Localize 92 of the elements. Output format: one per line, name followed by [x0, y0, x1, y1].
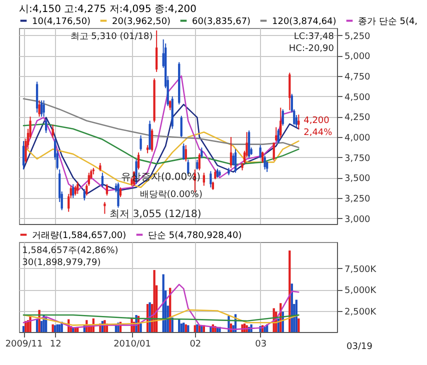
- legend-label: 60(3,835,67): [192, 16, 251, 27]
- candlestick: [104, 202, 106, 214]
- candlestick: [282, 108, 284, 126]
- candlestick: [140, 134, 142, 152]
- candlestick: [76, 181, 79, 194]
- chart-title: 시:4,150 고:4,275 저:4,095 종:4,200: [19, 4, 197, 15]
- candlestick: [22, 140, 25, 170]
- candlestick: [196, 159, 198, 170]
- candlestick: [214, 169, 216, 180]
- candlestick: [119, 186, 122, 198]
- y-tick-label: 7,500K: [344, 264, 378, 275]
- candlestick: [202, 172, 206, 186]
- bar: [36, 319, 38, 332]
- bar: [52, 324, 54, 332]
- candlestick: [272, 142, 275, 162]
- bar: [153, 270, 156, 332]
- bar: [22, 326, 25, 332]
- candlestick: [137, 152, 140, 170]
- candlestick: [262, 151, 264, 164]
- bar: [298, 318, 300, 332]
- candlestick: [101, 172, 104, 188]
- candlestick: [210, 170, 212, 188]
- candlestick: [150, 128, 154, 152]
- candlestick: [156, 30, 158, 72]
- legend-label: 거래량(1,584,657,00): [32, 230, 126, 241]
- candlestick: [182, 142, 185, 160]
- x-tick-label: 02: [190, 340, 202, 350]
- candlestick: [38, 100, 40, 118]
- legend-label: 단순 5(4,780,928,40): [148, 230, 242, 241]
- candlestick: [180, 115, 182, 138]
- y-tick-label: 3,500: [344, 174, 371, 184]
- annotation: 30(1,898,979,79): [22, 258, 101, 268]
- candlestick: [74, 185, 76, 196]
- annotation: 최저 3,055 (12/18): [110, 208, 202, 220]
- candlestick: [230, 136, 232, 168]
- legend-label: 10(4,176,50): [32, 16, 91, 27]
- y-tick-label: 3,750: [344, 154, 371, 164]
- candlestick: [117, 182, 120, 208]
- candlestick: [83, 188, 86, 201]
- bar: [140, 324, 142, 332]
- candlestick: [40, 100, 43, 118]
- candlestick: [52, 124, 54, 138]
- legend-label: 종가 단순 5(4,: [358, 16, 418, 27]
- x-tick-label: 12: [50, 340, 62, 350]
- bar: [187, 325, 190, 332]
- annotation: HC:-20,90: [288, 44, 334, 54]
- candlestick: [106, 184, 108, 196]
- y-tick-label: 4,250: [344, 113, 371, 124]
- legend-label: 120(3,874,64): [272, 16, 336, 27]
- annotation: 1,584,657주(42,86%): [22, 246, 118, 256]
- annotation: LC:37,48: [294, 32, 334, 42]
- candlestick: [198, 152, 200, 171]
- x-tick-label: 03: [255, 340, 267, 350]
- annotation: 배당락(0.00%): [140, 190, 202, 200]
- candlestick: [288, 72, 291, 111]
- x-tick-label: 2010/01: [114, 340, 151, 350]
- y-tick-label: 4,500: [344, 92, 371, 103]
- bar: [180, 324, 182, 332]
- line-series: [22, 309, 300, 326]
- candlestick: [42, 100, 45, 118]
- candlestick: [234, 148, 237, 174]
- text: 03/19: [346, 342, 373, 352]
- bar: [58, 324, 61, 332]
- y-tick-label: 3,250: [344, 194, 371, 204]
- candlestick: [264, 155, 266, 170]
- annotation: 최고 5,310 (01/18): [70, 32, 153, 42]
- y-tick-label: 5,250: [344, 32, 371, 42]
- bar: [56, 324, 58, 332]
- line-series: [22, 284, 300, 330]
- annotation: 4,200: [304, 116, 330, 126]
- candlestick: [298, 114, 300, 130]
- y-tick-label: 3,000: [344, 214, 371, 225]
- line-series: [22, 98, 300, 148]
- y-tick-label: 2,500K: [344, 307, 378, 318]
- candlestick: [169, 100, 172, 111]
- bar: [194, 325, 196, 332]
- x-tick-label: 2009/11: [5, 340, 43, 350]
- candlestick: [259, 144, 262, 159]
- y-tick-label: 5,000K: [344, 286, 378, 296]
- candlestick: [200, 147, 203, 159]
- bar: [54, 325, 56, 332]
- candlestick: [72, 184, 74, 198]
- annotation: 2,44%: [304, 128, 333, 138]
- legend-label: 20(3,962,50): [112, 16, 171, 27]
- candlestick: [184, 144, 187, 162]
- y-tick-label: 4,750: [344, 72, 371, 82]
- candlestick: [44, 118, 48, 134]
- candlestick: [277, 128, 280, 144]
- y-tick-label: 4,000: [344, 133, 371, 144]
- y-tick-label: 5,000: [344, 52, 371, 62]
- candlestick: [280, 107, 282, 138]
- line-series: [22, 131, 300, 188]
